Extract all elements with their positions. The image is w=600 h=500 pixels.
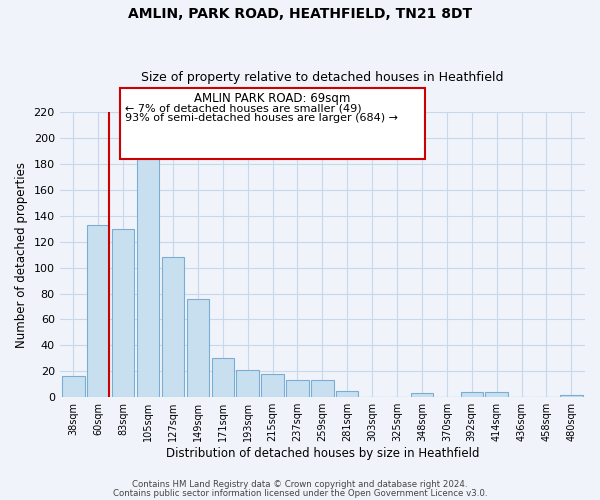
Bar (236, 370, 259, 397)
Bar (262, 374, 284, 397)
Text: Contains HM Land Registry data © Crown copyright and database right 2024.: Contains HM Land Registry data © Crown c… (132, 480, 468, 489)
Bar (311, 380, 334, 397)
FancyBboxPatch shape (120, 88, 425, 159)
Bar (87, 225, 109, 397)
Bar (336, 390, 358, 397)
Text: ← 7% of detached houses are smaller (49): ← 7% of detached houses are smaller (49) (125, 104, 362, 114)
Bar (286, 380, 308, 397)
Bar (112, 228, 134, 397)
Text: AMLIN PARK ROAD: 69sqm: AMLIN PARK ROAD: 69sqm (194, 92, 350, 105)
Bar (62, 376, 85, 397)
Bar (162, 257, 184, 397)
X-axis label: Distribution of detached houses by size in Heathfield: Distribution of detached houses by size … (166, 447, 479, 460)
Y-axis label: Number of detached properties: Number of detached properties (15, 162, 28, 348)
Bar (137, 158, 159, 397)
Text: AMLIN, PARK ROAD, HEATHFIELD, TN21 8DT: AMLIN, PARK ROAD, HEATHFIELD, TN21 8DT (128, 8, 472, 22)
Title: Size of property relative to detached houses in Heathfield: Size of property relative to detached ho… (141, 72, 503, 85)
Bar (411, 394, 433, 397)
Bar (187, 298, 209, 397)
Text: Contains public sector information licensed under the Open Government Licence v3: Contains public sector information licen… (113, 489, 487, 498)
Text: 93% of semi-detached houses are larger (684) →: 93% of semi-detached houses are larger (… (125, 114, 398, 124)
Bar (560, 394, 583, 397)
Bar (461, 392, 483, 397)
Bar (485, 392, 508, 397)
Bar (212, 358, 234, 397)
